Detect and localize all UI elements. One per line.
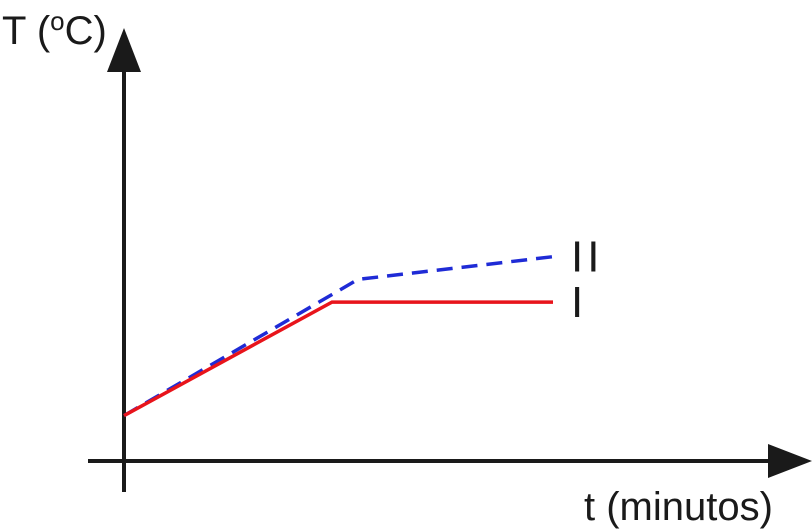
x-axis: t (minutos)	[88, 444, 812, 529]
series-layer: III	[123, 233, 603, 418]
series-label-i: I	[571, 278, 587, 327]
series-label-ii: II	[571, 233, 603, 282]
series-line-i	[123, 300, 553, 418]
y-axis-arrow-icon	[107, 28, 141, 72]
x-axis-label: t (minutos)	[584, 485, 773, 529]
y-axis-label-prefix: T (	[2, 9, 51, 53]
y-axis-label-superscript: o	[50, 6, 64, 36]
x-axis-arrow-icon	[768, 444, 812, 478]
y-axis-label-suffix: C)	[65, 9, 107, 53]
y-axis-label: T (oC)	[2, 6, 107, 53]
y-axis: T (oC)	[2, 6, 141, 492]
series-line-ii	[123, 254, 554, 418]
